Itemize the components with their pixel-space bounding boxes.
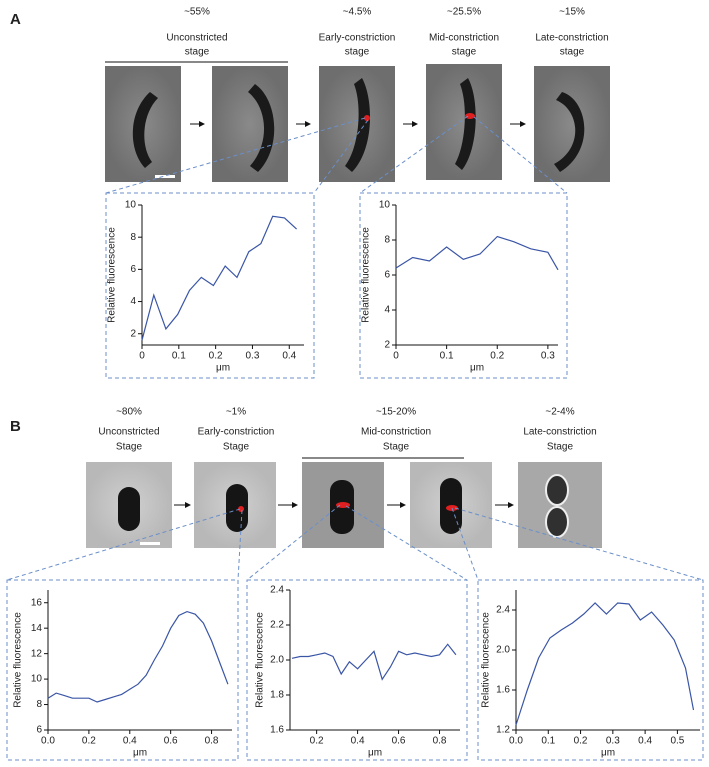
stage-percent: ~1%: [226, 407, 246, 418]
y-axis-label: Relative fluorescence: [13, 612, 24, 708]
line: [515, 602, 695, 726]
panel-label: B: [10, 418, 21, 435]
y-tick-label: 6: [384, 270, 390, 281]
stage-name: stage: [345, 47, 370, 58]
x-tick-label: 0.4: [638, 736, 652, 747]
line: [47, 610, 229, 703]
y-tick-label: 1.8: [270, 690, 284, 701]
x-tick-label: 0.4: [351, 736, 365, 747]
x-axis-label: μm: [133, 748, 147, 759]
x-tick-label: 0.6: [164, 736, 178, 747]
y-tick-label: 10: [31, 674, 43, 685]
stage-name: Stage: [116, 442, 143, 453]
y-tick-label: 10: [379, 200, 391, 211]
panel-label: A: [10, 11, 21, 28]
y-tick-label: 6: [36, 725, 42, 736]
y-tick-label: 2.2: [270, 620, 284, 631]
y-tick-label: 8: [384, 235, 390, 246]
x-tick-label: 0.4: [123, 736, 137, 747]
stage-name: stage: [185, 47, 210, 58]
x-tick-label: 0.5: [670, 736, 684, 747]
x-tick-label: 0.4: [282, 351, 296, 362]
x-tick-label: 0.3: [246, 351, 260, 362]
x-axis-label: μm: [368, 748, 382, 759]
y-axis-label: Relative fluorescence: [107, 227, 118, 323]
y-tick-label: 2: [384, 340, 390, 351]
stage-name: Late-constriction: [523, 427, 596, 438]
stage-name: Stage: [547, 442, 574, 453]
y-tick-label: 4: [384, 305, 390, 316]
x-tick-label: 0.3: [606, 736, 620, 747]
stage-percent: ~55%: [184, 7, 210, 18]
x-tick-label: 0.1: [172, 351, 186, 362]
x-tick-label: 0.8: [433, 736, 447, 747]
y-axis-label: Relative fluorescence: [361, 227, 372, 323]
stage-percent: ~25.5%: [447, 7, 481, 18]
stage-name: Stage: [383, 442, 410, 453]
y-tick-label: 2.0: [270, 655, 284, 666]
y-tick-label: 12: [31, 648, 43, 659]
y-tick-label: 2: [130, 328, 136, 339]
stage-name: Mid-constriction: [361, 427, 431, 438]
y-axis-label: Relative fluorescence: [481, 612, 492, 708]
y-tick-label: 1.6: [270, 725, 284, 736]
y-tick-label: 2.4: [496, 605, 510, 616]
y-tick-label: 2.0: [496, 645, 510, 656]
y-tick-label: 6: [130, 264, 136, 275]
stage-name: Early-constriction: [319, 33, 396, 44]
y-tick-label: 8: [36, 699, 42, 710]
x-tick-label: 0.2: [82, 736, 96, 747]
y-tick-label: 16: [31, 597, 43, 608]
zoom-lines: [6, 504, 704, 761]
micrographs-a: [105, 64, 610, 182]
x-axis-label: μm: [216, 363, 230, 374]
line: [395, 235, 559, 271]
y-tick-label: 4: [130, 296, 136, 307]
x-tick-label: 0.2: [490, 351, 504, 362]
y-tick-label: 2.4: [270, 585, 284, 596]
x-tick-label: 0.1: [541, 736, 555, 747]
x-tick-label: 0.6: [392, 736, 406, 747]
y-tick-label: 8: [130, 232, 136, 243]
y-tick-label: 1.6: [496, 685, 510, 696]
x-tick-label: 0.0: [41, 736, 55, 747]
stage-name: Stage: [223, 442, 250, 453]
x-axis-label: μm: [470, 363, 484, 374]
line: [291, 643, 457, 681]
x-tick-label: 0.0: [509, 736, 523, 747]
y-tick-label: 10: [125, 200, 137, 211]
stage-name: Mid-constriction: [429, 33, 499, 44]
x-tick-label: 0.3: [541, 351, 555, 362]
x-tick-label: 0.2: [574, 736, 588, 747]
stage-name: Early-constriction: [198, 427, 275, 438]
x-axis-label: μm: [601, 748, 615, 759]
stage-name: Late-constriction: [535, 33, 608, 44]
stage-percent: ~15%: [559, 7, 585, 18]
y-tick-label: 1.2: [496, 725, 510, 736]
line: [141, 215, 298, 341]
zoom-lines: [105, 115, 568, 379]
x-tick-label: 0.1: [440, 351, 454, 362]
stage-name: stage: [452, 47, 477, 58]
x-tick-label: 0.8: [205, 736, 219, 747]
stage-percent: ~15-20%: [376, 407, 416, 418]
y-tick-label: 14: [31, 623, 43, 634]
micrographs-b: [86, 462, 602, 548]
x-tick-label: 0.2: [209, 351, 223, 362]
stage-name: stage: [560, 47, 585, 58]
stage-name: Unconstricted: [166, 33, 227, 44]
stage-percent: ~80%: [116, 407, 142, 418]
stage-name: Unconstricted: [98, 427, 159, 438]
stage-percent: ~4.5%: [343, 7, 372, 18]
x-tick-label: 0: [139, 351, 145, 362]
x-tick-label: 0.2: [310, 736, 324, 747]
y-axis-label: Relative fluorescence: [255, 612, 266, 708]
x-tick-label: 0: [393, 351, 399, 362]
stage-percent: ~2-4%: [545, 407, 574, 418]
